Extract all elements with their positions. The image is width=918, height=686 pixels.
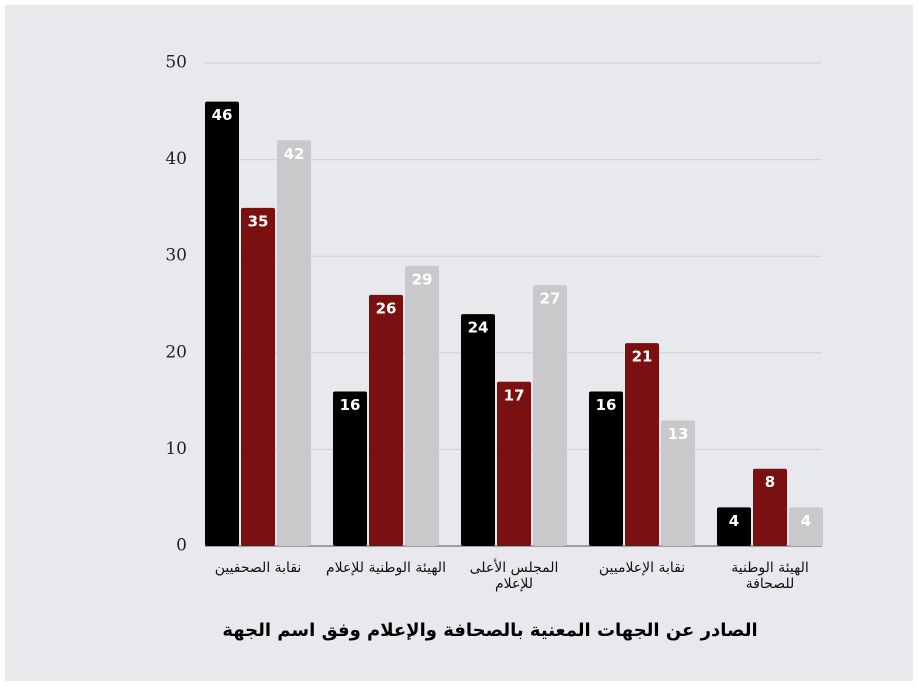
x-tick-label: نقابة الصحفيين — [214, 560, 302, 576]
bar — [625, 343, 659, 546]
bar — [205, 101, 239, 546]
value-label: 13 — [668, 425, 689, 443]
y-tick-label: 0 — [176, 536, 187, 556]
value-label: 4 — [801, 512, 811, 530]
background — [5, 5, 913, 681]
bar — [753, 468, 787, 546]
bar — [589, 391, 623, 546]
bar — [405, 265, 439, 546]
bar — [497, 381, 531, 546]
x-tick-label: الهيئة الوطنية للصحافة — [731, 560, 809, 592]
y-tick-label: 50 — [165, 53, 187, 73]
value-label: 4 — [729, 512, 739, 530]
bar — [277, 140, 311, 546]
y-tick-label: 30 — [165, 246, 187, 266]
bar — [717, 507, 751, 546]
bar — [661, 420, 695, 546]
value-label: 17 — [504, 386, 525, 404]
x-tick-label: الهيئة الوطنية للإعلام — [326, 560, 446, 576]
bar — [241, 207, 275, 546]
value-label: 8 — [765, 473, 775, 491]
bar — [461, 314, 495, 546]
value-label: 16 — [340, 396, 361, 414]
value-label: 16 — [596, 396, 617, 414]
value-label: 42 — [284, 145, 305, 163]
y-tick-label: 20 — [165, 342, 187, 362]
bar — [789, 507, 823, 546]
bar — [533, 285, 567, 546]
y-tick-label: 40 — [165, 149, 187, 169]
value-label: 29 — [412, 270, 433, 288]
value-label: 21 — [632, 348, 653, 366]
bar — [333, 391, 367, 546]
value-label: 27 — [540, 290, 561, 308]
x-tick-label: المجلس الأعلى للإعلام — [469, 560, 559, 592]
bar — [369, 294, 403, 546]
value-label: 46 — [212, 106, 233, 124]
value-label: 26 — [376, 299, 397, 317]
x-tick-label: نقابة الإعلاميين — [598, 560, 686, 576]
chart-title: الصادر عن الجهات المعنية بالصحافة والإعل… — [222, 620, 758, 641]
value-label: 24 — [468, 319, 489, 337]
value-label: 35 — [248, 212, 269, 230]
y-tick-label: 10 — [165, 439, 187, 459]
